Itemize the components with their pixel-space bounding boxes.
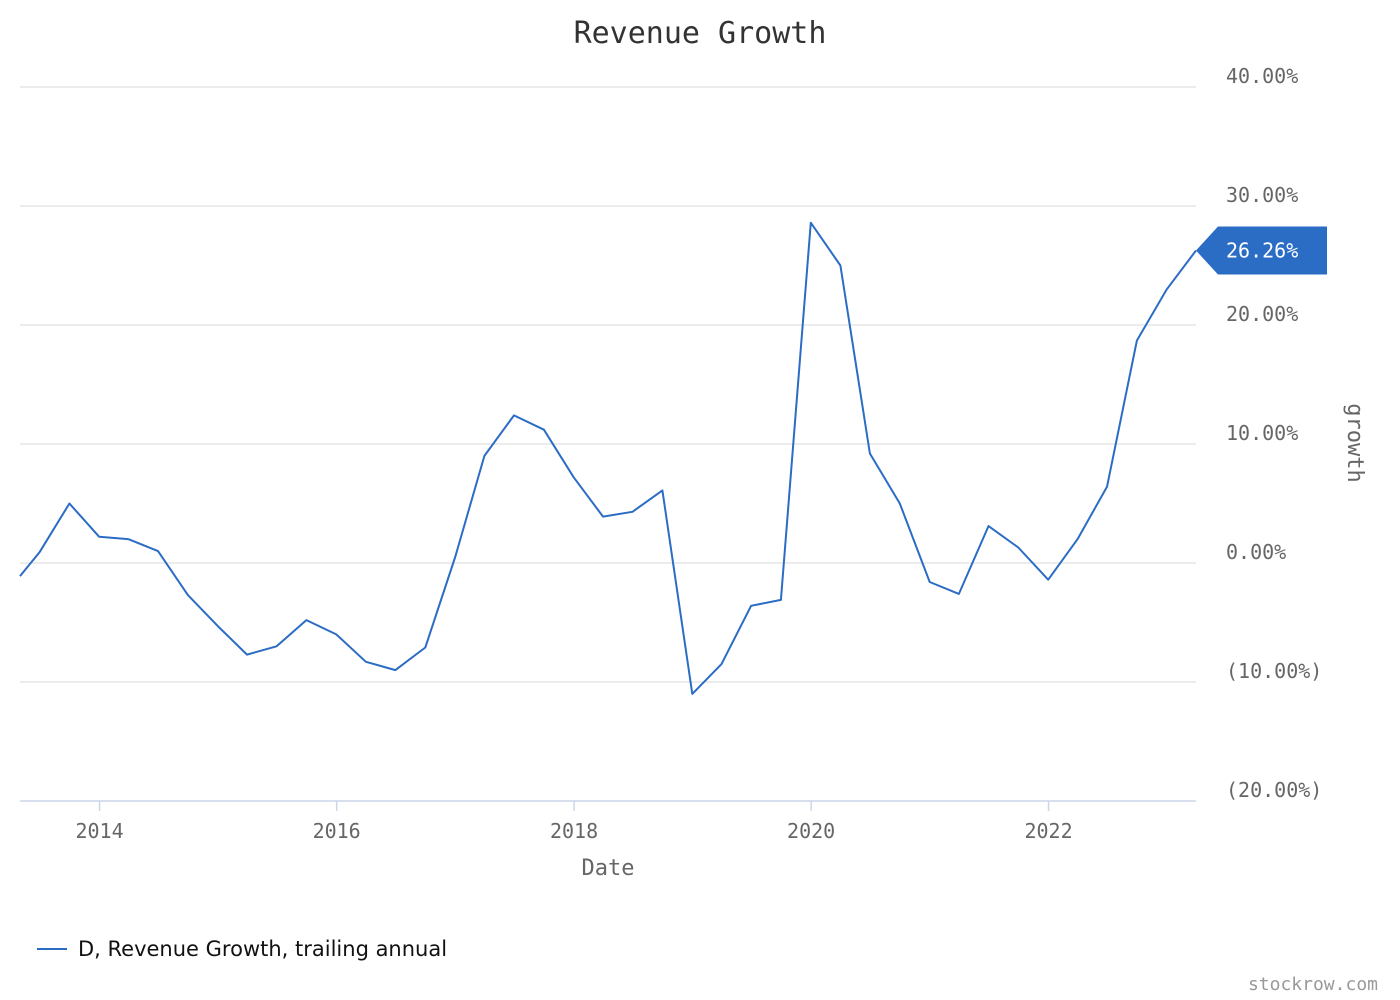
grid-lines (20, 86, 1196, 683)
x-axis-title: Date (582, 856, 635, 881)
y-tick-label: 0.00% (1226, 540, 1286, 564)
credit-text: stockrow.com (1248, 974, 1378, 995)
legend[interactable]: D, Revenue Growth, trailing annual (37, 937, 447, 961)
series-layer (19, 221, 1197, 695)
y-tick-label: (20.00%) (1226, 778, 1322, 802)
last-value-badge-shape (1196, 226, 1327, 275)
x-tick-label: 2020 (787, 819, 835, 843)
chart-title: Revenue Growth (574, 16, 827, 51)
y-tick-label: 10.00% (1226, 421, 1298, 445)
x-tick-label: 2022 (1024, 819, 1072, 843)
legend-label: D, Revenue Growth, trailing annual (78, 937, 447, 961)
series-line (19, 221, 1197, 695)
y-tick-label: 30.00% (1226, 183, 1298, 207)
last-value-label: 26.26% (1226, 239, 1298, 263)
x-tick-label: 2014 (75, 819, 123, 843)
y-tick-label: (10.00%) (1226, 659, 1322, 683)
last-value-badge: 26.26% (1196, 226, 1327, 275)
y-axis-tick-labels: 40.00% 30.00% 20.00% 10.00% 0.00% (10.00%) (20… (1226, 64, 1322, 802)
x-tick-label: 2016 (313, 819, 361, 843)
y-axis-title: growth (1342, 403, 1367, 482)
x-axis: 2014 2016 2018 2020 2022 (20, 800, 1196, 843)
x-tick-label: 2018 (550, 819, 598, 843)
y-tick-label: 40.00% (1226, 64, 1298, 88)
y-tick-label: 20.00% (1226, 302, 1298, 326)
